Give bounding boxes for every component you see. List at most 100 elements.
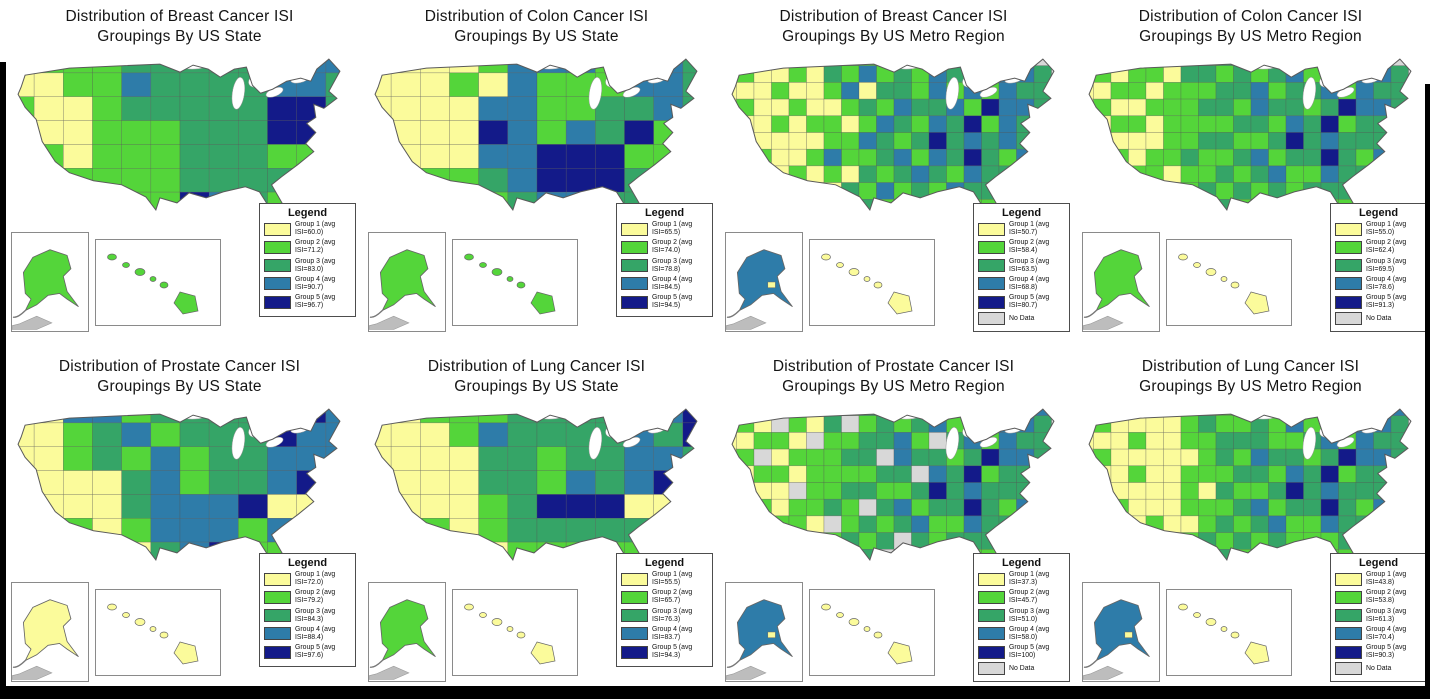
region-cell xyxy=(1128,532,1147,550)
region-cell xyxy=(1093,498,1112,517)
legend-label-line2: ISI=83.7) xyxy=(652,633,681,641)
region-cell xyxy=(732,199,737,211)
region-cell xyxy=(981,182,1000,200)
region-cell xyxy=(1215,115,1234,133)
us-outline xyxy=(374,58,698,212)
region-cell xyxy=(1016,482,1035,500)
region-cell xyxy=(732,432,737,450)
coastline-shading xyxy=(369,315,410,330)
region-cell xyxy=(806,432,825,450)
region-cell xyxy=(1373,465,1392,483)
region-cell xyxy=(420,72,450,97)
us-map-svg xyxy=(17,58,341,212)
region-cell xyxy=(536,72,567,97)
region-cell xyxy=(1093,409,1112,416)
region-cell xyxy=(1033,182,1052,200)
legend-label-line1: Group 3 (avg xyxy=(1366,257,1407,265)
region-cell xyxy=(325,144,340,169)
region-cell xyxy=(1233,549,1252,561)
region-cell xyxy=(121,470,152,495)
region-cell xyxy=(624,168,654,193)
region-cell xyxy=(63,541,93,561)
legend-swatch-group2 xyxy=(264,590,291,604)
legend-entry: Group 2 (avg ISI=58.4) xyxy=(978,239,1065,255)
legend-swatch-group1 xyxy=(978,222,1005,236)
region-cell xyxy=(893,515,912,533)
region-cell xyxy=(238,168,268,193)
region-cell xyxy=(1285,82,1304,100)
region-cell xyxy=(893,132,912,150)
panel-title-line1: Distribution of Breast Cancer ISI xyxy=(779,8,1008,25)
region-cell xyxy=(998,182,1017,200)
region-cell xyxy=(653,120,684,145)
region-cell xyxy=(208,470,239,495)
region-cell xyxy=(1093,165,1112,183)
region-cell xyxy=(1089,448,1094,467)
region-cell xyxy=(911,432,930,450)
region-cell xyxy=(823,532,842,550)
region-cell xyxy=(1198,515,1217,533)
region-cell xyxy=(998,448,1017,467)
region-cell xyxy=(478,72,509,97)
region-cell xyxy=(1338,182,1357,200)
legend-swatch-group3 xyxy=(264,259,291,273)
region-cell xyxy=(179,72,210,97)
region-cell xyxy=(893,482,912,500)
hawaii-island xyxy=(491,268,503,276)
region-cell xyxy=(1163,182,1182,200)
map-panel-breast-state: Distribution of Breast Cancer ISI Groupi… xyxy=(1,2,358,346)
region-cell xyxy=(267,470,297,495)
region-cell xyxy=(1110,549,1129,561)
legend-entry: Group 1 (avg ISI=50.7) xyxy=(978,221,1065,237)
region-cell xyxy=(998,132,1017,150)
legend-entry: Group 2 (avg ISI=71.2) xyxy=(264,239,351,255)
region-cell xyxy=(806,498,825,517)
legend-entry: Group 4 (avg ISI=68.8) xyxy=(978,276,1065,292)
legend-label-line2: ISI=53.8) xyxy=(1366,597,1395,605)
legend-label-line1: Group 5 (avg xyxy=(1009,294,1050,302)
region-cell xyxy=(1145,132,1164,150)
region-cell xyxy=(507,72,538,97)
region-cell xyxy=(267,59,297,74)
region-cell xyxy=(823,65,842,83)
region-cell xyxy=(238,59,268,74)
us-outline xyxy=(17,408,341,562)
legend-entry: Group 5 (avg ISI=91.3) xyxy=(1335,294,1422,310)
region-cell xyxy=(1373,432,1392,450)
legend-label-line2: ISI=78.6) xyxy=(1366,283,1395,291)
legend-swatch-group3 xyxy=(264,609,291,623)
legend-swatch-group4 xyxy=(264,627,291,641)
region-cell xyxy=(1215,182,1234,200)
region-cell xyxy=(238,120,268,145)
region-cell xyxy=(1163,515,1182,533)
legend-entry-label: Group 3 (avg ISI=69.5) xyxy=(1366,258,1406,274)
region-cell xyxy=(963,165,982,183)
alaska-inset xyxy=(1082,582,1160,682)
region-cell xyxy=(179,96,210,121)
region-cell xyxy=(33,518,64,543)
region-cell xyxy=(1110,132,1129,150)
region-cell xyxy=(876,199,895,211)
region-cell xyxy=(1373,59,1392,66)
legend-entry: Group 1 (avg ISI=55.5) xyxy=(621,571,708,587)
region-cell xyxy=(390,120,421,145)
region-cell xyxy=(858,432,877,450)
region-cell xyxy=(928,199,947,211)
region-cell xyxy=(1355,182,1374,200)
region-cell xyxy=(771,482,790,500)
region-cell xyxy=(771,465,790,483)
alaska-svg xyxy=(726,249,793,330)
region-cell xyxy=(998,165,1017,183)
region-cell xyxy=(1089,515,1094,533)
region-cell xyxy=(788,409,807,416)
region-cell xyxy=(946,199,965,211)
region-cell xyxy=(1033,482,1052,500)
map-panel-prostate-state: Distribution of Prostate Cancer ISI Grou… xyxy=(1,352,358,696)
legend-label-line2: ISI=58.0) xyxy=(1009,633,1038,641)
region-cell xyxy=(1285,132,1304,150)
region-cell xyxy=(806,409,825,416)
region-cell xyxy=(1093,532,1112,550)
panel-title-line2: Groupings By US Metro Region xyxy=(1139,377,1362,395)
region-cell xyxy=(788,132,807,150)
aleutian-chain xyxy=(726,660,740,668)
